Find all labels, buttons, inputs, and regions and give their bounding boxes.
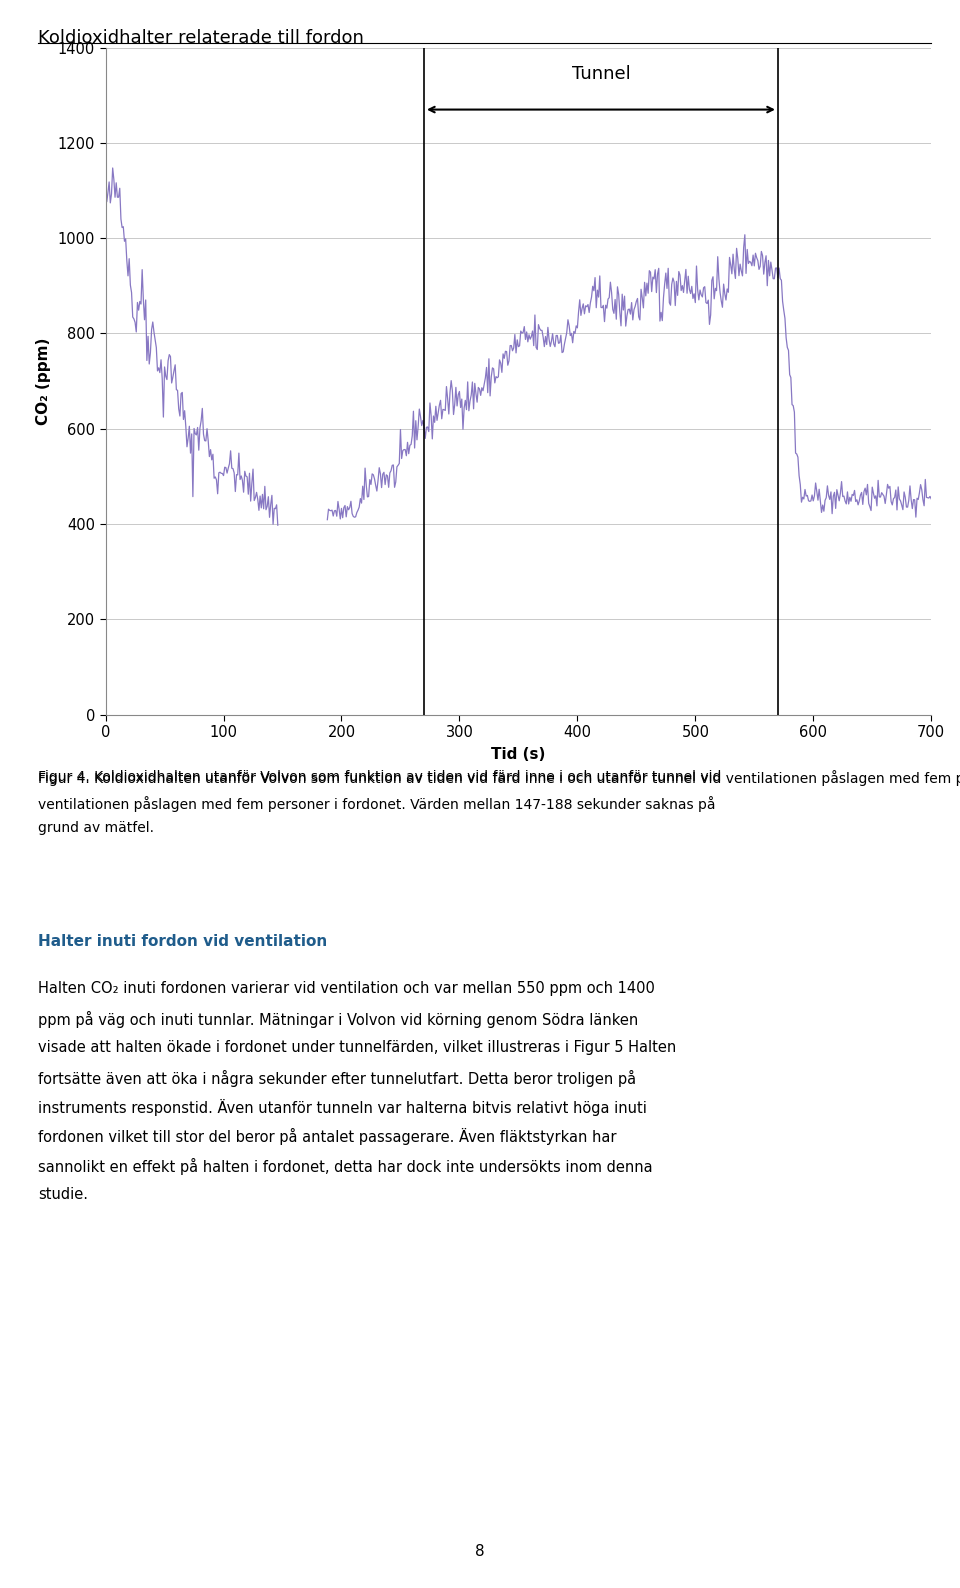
Text: Figur 4. Koldioxidhalten utanför Volvon som funktion av tiden vid färd inne i oc: Figur 4. Koldioxidhalten utanför Volvon … [38, 770, 722, 784]
Text: instruments responstid. Även utanför tunneln var halterna bitvis relativt höga i: instruments responstid. Även utanför tun… [38, 1099, 647, 1116]
Text: ventilationen påslagen med fem personer i fordonet. Värden mellan 147-188 sekund: ventilationen påslagen med fem personer … [38, 796, 716, 811]
X-axis label: Tid (s): Tid (s) [492, 746, 545, 762]
Text: ppm på väg och inuti tunnlar. Mätningar i Volvon vid körning genom Södra länken: ppm på väg och inuti tunnlar. Mätningar … [38, 1012, 638, 1027]
Text: Koldioxidhalter relaterade till fordon: Koldioxidhalter relaterade till fordon [38, 29, 364, 46]
Text: studie.: studie. [38, 1188, 88, 1202]
Text: Halten CO₂ inuti fordonen varierar vid ventilation och var mellan 550 ppm och 14: Halten CO₂ inuti fordonen varierar vid v… [38, 981, 656, 996]
Text: fordonen vilket till stor del beror på antalet passagerare. Även fläktstyrkan ha: fordonen vilket till stor del beror på a… [38, 1127, 617, 1145]
Text: Figur 4. Koldioxidhalten utanför Volvon som funktion av tiden vid färd inne i oc: Figur 4. Koldioxidhalten utanför Volvon … [38, 770, 960, 786]
Text: Halter inuti fordon vid ventilation: Halter inuti fordon vid ventilation [38, 934, 327, 948]
Y-axis label: CO₂ (ppm): CO₂ (ppm) [36, 337, 51, 426]
Text: fortsätte även att öka i några sekunder efter tunnelutfart. Detta beror troligen: fortsätte även att öka i några sekunder … [38, 1070, 636, 1086]
Text: grund av mätfel.: grund av mätfel. [38, 821, 155, 835]
Text: 8: 8 [475, 1545, 485, 1559]
Text: Tunnel: Tunnel [571, 65, 631, 83]
Text: sannolikt en effekt på halten i fordonet, detta har dock inte undersökts inom de: sannolikt en effekt på halten i fordonet… [38, 1158, 653, 1175]
Text: visade att halten ökade i fordonet under tunnelfärden, vilket illustreras i Figu: visade att halten ökade i fordonet under… [38, 1040, 677, 1054]
